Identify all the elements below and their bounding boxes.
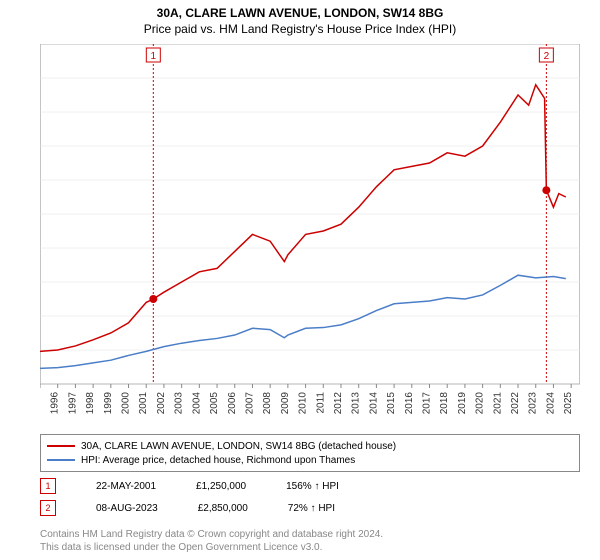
transaction-date: 22-MAY-2001 (96, 481, 156, 492)
legend-label: 30A, CLARE LAWN AVENUE, LONDON, SW14 8BG… (81, 441, 396, 452)
svg-text:2009: 2009 (280, 392, 291, 415)
svg-text:1996: 1996 (50, 392, 61, 415)
x-axis-labels: 1995 1996 1997 1998 1999 2000 2001 2002 2003 2004… (40, 384, 574, 414)
svg-text:2020: 2020 (475, 392, 486, 415)
svg-text:2004: 2004 (191, 392, 202, 415)
svg-text:2003: 2003 (174, 392, 185, 415)
svg-text:2000: 2000 (121, 392, 132, 415)
svg-text:2013: 2013 (351, 392, 362, 415)
svg-text:1998: 1998 (85, 392, 96, 415)
chart-container: 30A, CLARE LAWN AVENUE, LONDON, SW14 8BG… (0, 0, 600, 560)
legend-item: HPI: Average price, detached house, Rich… (47, 453, 573, 467)
svg-text:1: 1 (151, 51, 157, 62)
svg-text:2021: 2021 (492, 392, 503, 415)
transaction-row: 2 08-AUG-2023 £2,850,000 72% ↑ HPI (40, 500, 580, 516)
legend-item: 30A, CLARE LAWN AVENUE, LONDON, SW14 8BG… (47, 439, 573, 453)
legend-swatch (47, 445, 75, 447)
transaction-row: 1 22-MAY-2001 £1,250,000 156% ↑ HPI (40, 478, 580, 494)
footer-line: Contains HM Land Registry data © Crown c… (40, 528, 383, 541)
property-line (40, 85, 566, 352)
svg-text:2007: 2007 (244, 392, 255, 415)
svg-text:2019: 2019 (457, 392, 468, 415)
transaction-marker-icon: 1 (40, 478, 56, 494)
svg-text:2025: 2025 (563, 392, 574, 415)
svg-text:1999: 1999 (103, 392, 114, 415)
marker-number: 1 (45, 481, 50, 491)
transaction-marker-icon: 2 (40, 500, 56, 516)
svg-text:2010: 2010 (298, 392, 309, 415)
chart-title: 30A, CLARE LAWN AVENUE, LONDON, SW14 8BG (0, 0, 600, 20)
svg-text:2012: 2012 (333, 392, 344, 415)
svg-text:2024: 2024 (545, 392, 556, 415)
svg-text:2016: 2016 (404, 392, 415, 415)
line-chart: £0£500K£1M£1.5M£2M£2.5M£3M£3.5M£4M£4.5M£… (40, 44, 580, 424)
svg-text:2: 2 (544, 51, 550, 62)
transaction-date: 08-AUG-2023 (96, 503, 158, 514)
footer-attribution: Contains HM Land Registry data © Crown c… (40, 528, 383, 554)
legend-swatch (47, 459, 75, 461)
svg-text:2015: 2015 (386, 392, 397, 415)
y-gridlines (40, 44, 580, 384)
svg-text:2018: 2018 (439, 392, 450, 415)
svg-text:2022: 2022 (510, 392, 521, 415)
transaction-price: £1,250,000 (196, 481, 246, 492)
svg-text:2005: 2005 (209, 392, 220, 415)
svg-text:1997: 1997 (67, 392, 78, 415)
svg-text:2002: 2002 (156, 392, 167, 415)
transaction-delta: 156% ↑ HPI (286, 481, 339, 492)
svg-text:2014: 2014 (368, 392, 379, 415)
transaction-price: £2,850,000 (198, 503, 248, 514)
svg-text:2006: 2006 (227, 392, 238, 415)
svg-text:1995: 1995 (40, 392, 43, 415)
marker-boxes: 12 (146, 48, 553, 62)
transaction-dots (149, 186, 550, 303)
svg-text:2008: 2008 (262, 392, 273, 415)
svg-text:2001: 2001 (138, 392, 149, 415)
transaction-delta: 72% ↑ HPI (288, 503, 335, 514)
marker-number: 2 (45, 503, 50, 513)
hpi-line (40, 275, 566, 368)
legend-label: HPI: Average price, detached house, Rich… (81, 455, 355, 466)
chart-subtitle: Price paid vs. HM Land Registry's House … (0, 22, 600, 36)
footer-line: This data is licensed under the Open Gov… (40, 541, 383, 554)
svg-text:2011: 2011 (315, 392, 326, 414)
svg-text:2017: 2017 (422, 392, 433, 415)
legend: 30A, CLARE LAWN AVENUE, LONDON, SW14 8BG… (40, 434, 580, 472)
svg-text:2023: 2023 (528, 392, 539, 415)
